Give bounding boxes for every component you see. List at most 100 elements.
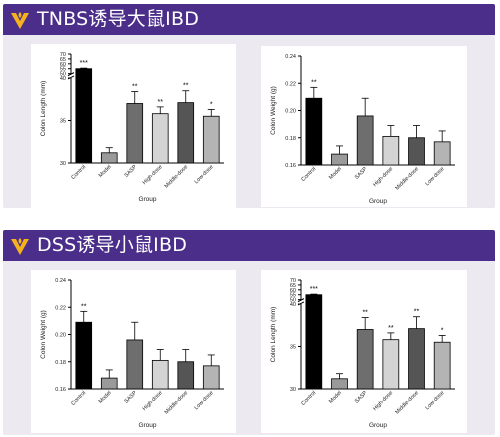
significance-label: ** (81, 303, 87, 310)
x-tick-label: High-dose (142, 164, 164, 186)
y-tick-label: 0.22 (285, 81, 296, 87)
x-tick-label: Low-dose (424, 390, 445, 411)
y-axis-title: Colon Length (mm) (270, 307, 277, 363)
y-tick-label: 60 (290, 288, 296, 294)
x-tick-label: Middle-dose (394, 390, 419, 415)
bar-high-dose (382, 135, 400, 166)
chart-colon-weight: 0.16 0.18 0.20 0.22 0.24 Colon Weight (g) ** Co… (40, 278, 224, 429)
y-tick-label: 0.20 (285, 109, 296, 115)
significance-label: ** (362, 310, 368, 317)
y-tick-label: 50 (60, 72, 66, 78)
significance-label: ** (183, 83, 189, 90)
axis-break-mark (67, 72, 75, 77)
x-tick-label: Model (328, 166, 343, 181)
v-shaped-flame-logo-icon (11, 12, 29, 29)
x-tick-label: Low-dose (194, 164, 215, 185)
significance-label: ** (132, 84, 138, 91)
bar-control (75, 68, 93, 164)
y-tick-label: 65 (60, 57, 66, 63)
x-axis-title: Group (369, 198, 387, 205)
x-axis-title: Group (369, 422, 387, 429)
y-tick-label: 55 (290, 293, 296, 299)
bar-low-dose (433, 141, 451, 166)
significance-label: * (210, 101, 213, 108)
x-tick-label: Low-dose (424, 166, 445, 187)
x-tick-label: SASP (354, 390, 369, 405)
bar-low-dose (433, 341, 451, 390)
significance-label: ** (388, 325, 394, 332)
section-header: TNBS诱导大鼠IBD (3, 4, 495, 35)
bar-middle-dose (177, 361, 195, 390)
y-tick-label: 50 (290, 298, 296, 304)
x-tick-label: Control (300, 390, 317, 407)
y-tick-label: 30 (60, 161, 66, 167)
bar-high-dose (151, 359, 169, 390)
x-tick-label: Model (98, 164, 113, 179)
x-tick-label: High-dose (142, 390, 164, 412)
y-tick-label: 40 (60, 76, 66, 82)
bar-middle-dose (408, 328, 425, 390)
y-tick-label: 35 (290, 344, 296, 350)
y-tick-label: 40 (290, 302, 296, 308)
section-header: DSS诱导小鼠IBD (3, 230, 495, 261)
bar-sasp (126, 103, 144, 164)
y-tick-label: 70 (290, 278, 296, 284)
bar-low-dose (202, 365, 220, 390)
x-axis-title: Group (138, 196, 156, 203)
chart-card-colon-weight-mouse: 0.16 0.18 0.20 0.22 0.24 Colon Weight (g) ** Co… (31, 270, 236, 433)
v-shaped-flame-logo-icon (11, 238, 29, 255)
y-tick-label: 55 (60, 67, 66, 73)
bar-model (331, 153, 348, 166)
y-tick-label: 0.22 (55, 305, 66, 311)
significance-label: ** (311, 79, 317, 86)
y-axis-title: Colon Weight (g) (270, 86, 277, 135)
chart-card-colon-length-rat: 30 35 40 50 55 60 65 70 Colon Length (mm) *** Cont… (31, 44, 236, 208)
significance-label: ** (158, 99, 164, 106)
bar-sasp (356, 115, 374, 166)
bar-high-dose (382, 339, 400, 390)
x-tick-label: SASP (354, 166, 369, 181)
chart-card-colon-weight-rat: 0.16 0.18 0.20 0.22 0.24 Colon Weight (g) ** Co… (261, 46, 467, 207)
x-tick-label: SASP (124, 390, 139, 405)
bar-sasp (126, 339, 144, 390)
bar-middle-dose (177, 102, 195, 164)
chart-colon-weight: 0.16 0.18 0.20 0.22 0.24 Colon Weight (g) ** Co… (270, 54, 455, 205)
x-tick-label: Model (328, 390, 343, 405)
x-tick-label: Control (70, 390, 87, 407)
x-tick-label: Low-dose (194, 390, 215, 411)
bar-control (305, 97, 323, 166)
y-axis-title: Colon Weight (g) (40, 310, 47, 359)
section-tnbs-rat-ibd: TNBS诱导大鼠IBD 30 35 40 50 55 60 65 70 Colon Length… (3, 4, 495, 208)
y-tick-label: 0.18 (55, 360, 66, 366)
section-title: TNBS诱导大鼠IBD (37, 8, 200, 30)
y-tick-label: 0.24 (55, 278, 66, 284)
y-tick-label: 65 (290, 283, 296, 289)
y-tick-label: 35 (60, 118, 66, 124)
x-tick-label: Middle-dose (164, 164, 189, 189)
y-tick-label: 70 (60, 52, 66, 58)
x-axis-title: Group (138, 422, 156, 429)
bar-middle-dose (408, 137, 425, 166)
x-tick-label: Middle-dose (394, 166, 419, 191)
y-tick-label: 30 (290, 387, 296, 393)
bar-control (305, 294, 323, 390)
y-tick-label: 60 (60, 62, 66, 68)
y-tick-label: 0.16 (55, 387, 66, 393)
significance-label: *** (80, 60, 88, 67)
y-axis-title: Colon Length (mm) (40, 81, 47, 137)
bar-control (75, 321, 93, 390)
y-tick-label: 0.18 (285, 136, 296, 142)
chart-card-colon-length-mouse: 30 35 40 50 55 60 65 70 Colon Length (mm) *** Cont… (261, 270, 467, 433)
section-dss-mouse-ibd: DSS诱导小鼠IBD 0.16 0.18 0.20 0.22 0.24 Colon Wei… (3, 230, 495, 435)
x-tick-label: Model (98, 390, 113, 405)
bar-model (331, 378, 348, 390)
bar-low-dose (202, 115, 220, 164)
x-tick-label: Middle-dose (164, 390, 189, 415)
bar-high-dose (151, 113, 169, 164)
significance-label: * (441, 327, 444, 334)
x-tick-label: Control (300, 166, 317, 183)
significance-label: ** (414, 309, 420, 316)
y-tick-label: 0.20 (55, 333, 66, 339)
